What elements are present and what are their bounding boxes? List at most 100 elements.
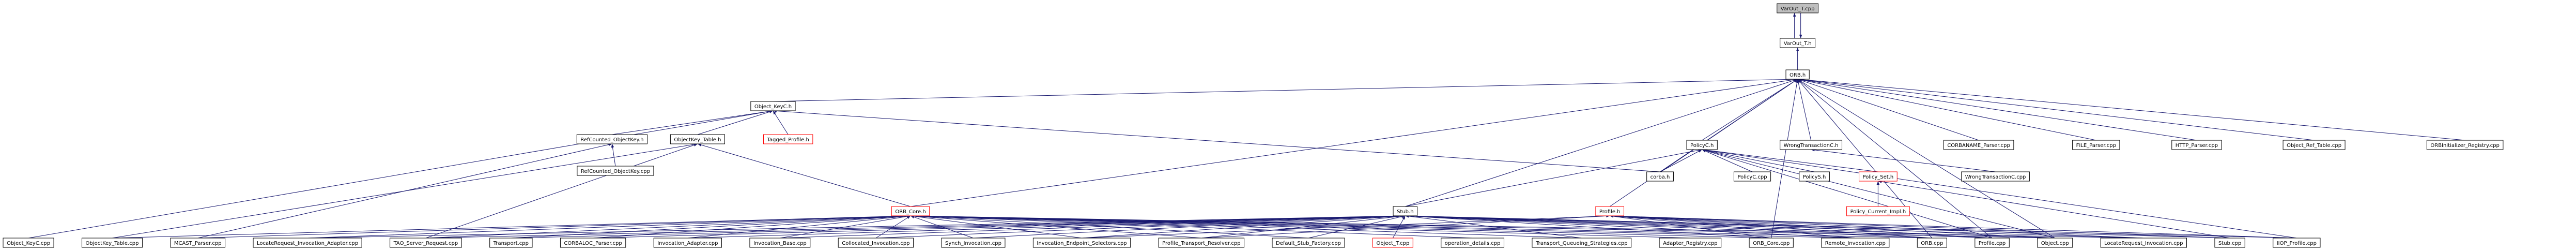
node-label: PolicyS.h (1803, 174, 1826, 180)
include-edge (911, 214, 2055, 239)
include-edge (697, 143, 911, 207)
node-label: TAO_Server_Request.cpp (393, 241, 458, 246)
include-edge (1702, 79, 1798, 141)
node-label: Profile_Transport_Resolver.cpp (1162, 241, 1240, 246)
node-label: Profile.h (1599, 209, 1621, 215)
node-label: ORB_Core.h (895, 209, 925, 215)
node-label: IIOP_Profile.cpp (2277, 241, 2317, 246)
include-edge (1201, 214, 1610, 239)
node-box (941, 238, 1006, 248)
node-label: HTTP_Parser.cpp (2176, 143, 2218, 149)
node-box (1821, 238, 1890, 248)
edges (28, 13, 2465, 239)
include-edge (1702, 149, 1753, 172)
include-edge (911, 214, 1309, 239)
include-edge (1797, 79, 1979, 141)
node-label: FILE_Parser.cpp (2076, 143, 2116, 149)
node-box (2426, 140, 2504, 150)
include-edge (1702, 149, 2297, 239)
node-label: Object_KeyC.h (754, 104, 792, 110)
node-box (1780, 38, 1816, 48)
node-box (2273, 238, 2321, 248)
include-edge (1201, 214, 1406, 239)
include-edge (1610, 214, 1932, 239)
include-edge (1610, 215, 1771, 239)
include-edge (1405, 215, 1582, 239)
node-box (1859, 171, 1898, 182)
include-edge (1082, 214, 1406, 239)
include-edge (875, 214, 1406, 239)
include-edge (687, 214, 1406, 239)
node-label: Policy_Current_Impl.h (1850, 209, 1906, 215)
node-label: Tagged_Profile.h (766, 137, 809, 143)
include-edge (1702, 149, 1878, 172)
include-edge (1405, 214, 1856, 239)
include-edge (910, 78, 1798, 207)
include-edge (1771, 79, 1799, 239)
node-box (1441, 238, 1504, 248)
node-label: Invocation_Endpoint_Selectors.cpp (1037, 241, 1127, 246)
include-edge (1405, 214, 1993, 239)
include-edge (773, 78, 1798, 102)
include-edge (1610, 214, 1856, 239)
include-edge (612, 110, 774, 135)
node-label: corba.h (1651, 174, 1670, 180)
node-box (1686, 140, 1718, 150)
node-label: Object_T.cpp (1376, 241, 1409, 246)
node-box (1372, 238, 1413, 248)
include-edge (611, 143, 616, 167)
node-box (576, 134, 648, 144)
nodes: VarOut_T.cpp VarOut_T.h ORB.h Object_KeyC.h… (3, 3, 2504, 248)
include-edge (511, 214, 1406, 239)
include-edge (1405, 214, 2297, 239)
node-box (2282, 140, 2346, 150)
node-box (1532, 238, 1632, 248)
node-box (577, 166, 654, 176)
node-label: operation_details.cpp (1445, 241, 1501, 246)
node-label: Stub.h (1397, 209, 1413, 215)
include-edge (773, 110, 789, 135)
include-edge (1405, 214, 1771, 239)
node-box (2037, 238, 2073, 248)
node-box (1917, 238, 1947, 248)
node-label: Policy_Set.h (1863, 174, 1894, 180)
node-box (838, 238, 914, 248)
include-edge (307, 214, 911, 239)
node-label: MCAST_Parser.cpp (174, 241, 222, 246)
include-edge (1797, 78, 2096, 141)
node-box (170, 238, 226, 248)
node-box (1032, 238, 1131, 248)
node-box (1943, 140, 2014, 150)
include-edge (1797, 79, 1993, 239)
include-edge (973, 214, 1406, 239)
node-label: WrongTransactionC.h (1784, 143, 1839, 149)
node-box (1785, 69, 1810, 80)
node-label: Invocation_Base.cpp (753, 241, 807, 246)
include-edge (593, 214, 911, 239)
include-edge (425, 143, 698, 239)
node-box (560, 238, 626, 248)
include-edge (1811, 149, 1996, 172)
node-label: PolicyC.cpp (1737, 174, 1767, 180)
include-edge (911, 214, 1856, 239)
node-label: Object_Ref_Table.cpp (2287, 143, 2341, 149)
include-edge (1308, 215, 1406, 239)
include-edge (425, 214, 911, 239)
include-edge (1392, 215, 1406, 239)
include-edge (911, 214, 2144, 239)
include-edge (1702, 149, 1815, 172)
node-box (2171, 140, 2222, 150)
include-edge (773, 109, 1660, 172)
include-edge (307, 214, 1406, 239)
node-label: Default_Stub_Factory.cpp (1276, 241, 1341, 246)
include-edge (1610, 214, 2144, 239)
node-box (891, 206, 930, 216)
node-box (1646, 171, 1674, 182)
node-label: ORB_Core.cpp (1753, 241, 1790, 246)
node-label: Stub.cpp (2218, 241, 2241, 246)
node-box (390, 238, 462, 248)
node-label: Transport_Queueing_Strategies.cpp (1535, 241, 1628, 246)
node-label: VarOut_T.h (1784, 41, 1812, 47)
